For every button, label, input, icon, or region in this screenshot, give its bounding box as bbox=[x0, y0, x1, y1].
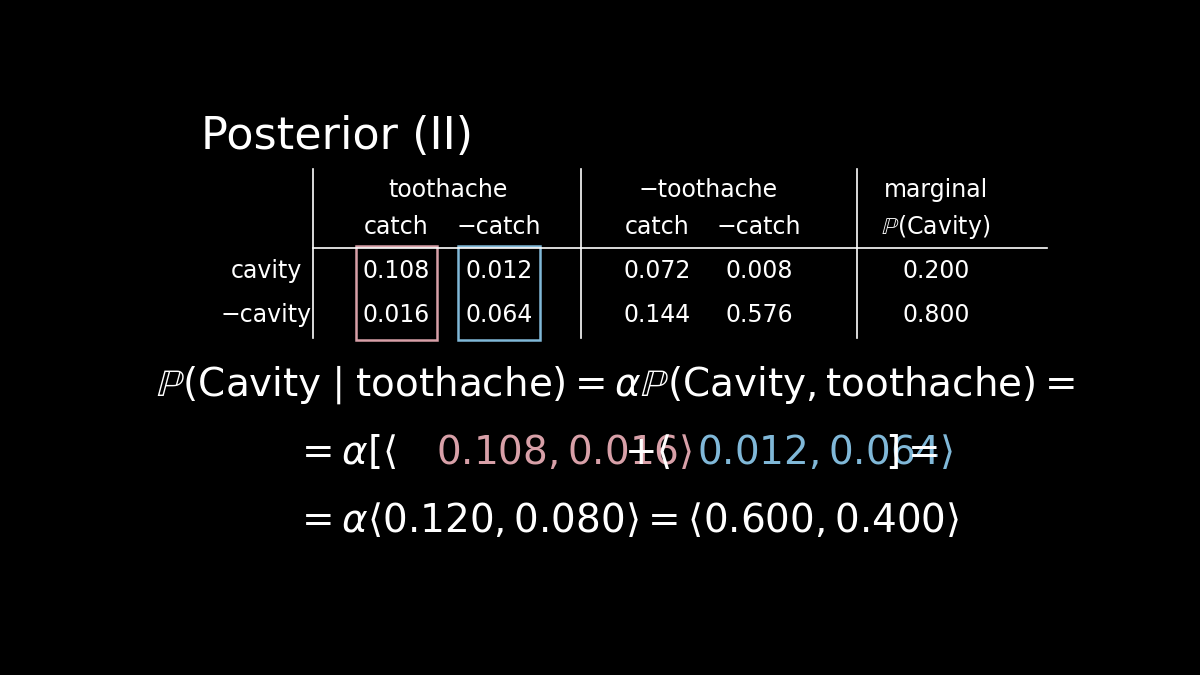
Text: $\mathbb{P}(\mathrm{Cavity} \mid \mathrm{toothache}) = \alpha\mathbb{P}(\mathrm{: $\mathbb{P}(\mathrm{Cavity} \mid \mathrm… bbox=[156, 364, 1074, 406]
Text: catch: catch bbox=[364, 215, 428, 238]
Text: catch: catch bbox=[624, 215, 689, 238]
Text: 0.200: 0.200 bbox=[902, 259, 970, 283]
Text: −catch: −catch bbox=[716, 215, 802, 238]
Text: 0.576: 0.576 bbox=[725, 303, 793, 327]
Bar bbox=[458, 246, 540, 340]
Text: 0.144: 0.144 bbox=[623, 303, 690, 327]
Text: −toothache: −toothache bbox=[638, 178, 778, 202]
Text: $] =$: $] =$ bbox=[884, 433, 938, 472]
Text: toothache: toothache bbox=[388, 178, 508, 202]
Text: marginal: marginal bbox=[883, 178, 988, 202]
Text: $\mathbb{P}$(Cavity): $\mathbb{P}$(Cavity) bbox=[881, 213, 990, 240]
Text: Posterior (II): Posterior (II) bbox=[202, 115, 473, 158]
Text: −cavity: −cavity bbox=[221, 303, 312, 327]
Text: $+ \langle$: $+ \langle$ bbox=[624, 433, 671, 472]
Text: 0.800: 0.800 bbox=[902, 303, 970, 327]
Text: 0.016: 0.016 bbox=[362, 303, 430, 327]
Text: 0.072: 0.072 bbox=[623, 259, 690, 283]
Text: 0.012: 0.012 bbox=[466, 259, 533, 283]
Text: 0.008: 0.008 bbox=[725, 259, 793, 283]
Text: $= \alpha\langle 0.120, 0.080\rangle = \langle 0.600, 0.400\rangle$: $= \alpha\langle 0.120, 0.080\rangle = \… bbox=[294, 501, 960, 540]
Text: $0.108, 0.016\rangle$: $0.108, 0.016\rangle$ bbox=[437, 433, 692, 472]
Text: 0.064: 0.064 bbox=[466, 303, 533, 327]
Text: −catch: −catch bbox=[456, 215, 541, 238]
Text: $= \alpha[\langle$: $= \alpha[\langle$ bbox=[294, 433, 397, 472]
Bar bbox=[355, 246, 437, 340]
Text: $0.012, 0.064\rangle$: $0.012, 0.064\rangle$ bbox=[697, 433, 953, 472]
Text: cavity: cavity bbox=[230, 259, 302, 283]
Text: 0.108: 0.108 bbox=[362, 259, 430, 283]
